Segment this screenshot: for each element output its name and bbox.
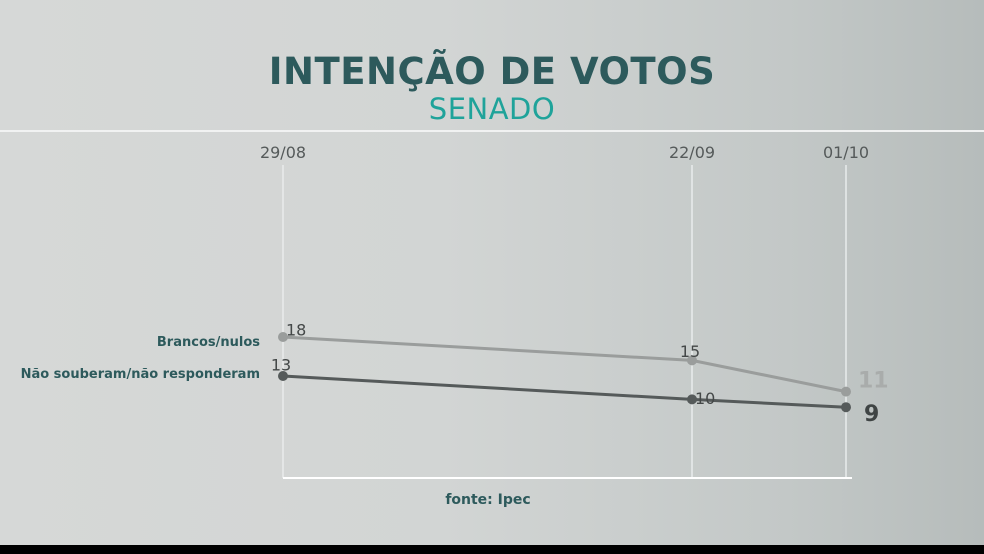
data-point-1-0 [278,371,288,381]
data-label-0-2: 11 [858,369,889,394]
data-label-0-1: 15 [680,342,700,361]
x-tick-label: 01/10 [823,143,869,162]
data-label-1-1: 10 [695,389,715,408]
chart-title: INTENÇÃO DE VOTOS [268,50,716,93]
x-tick-label: 29/08 [260,143,306,162]
series-line-1 [282,374,847,409]
data-point-1-2 [841,402,851,413]
data-point-1-1 [687,394,697,405]
data-label-0-0: 18 [286,321,306,340]
data-label-1-2: 9 [864,402,879,427]
data-point-0-0 [278,332,288,342]
series-line-0 [282,335,847,394]
x-tick-label: 22/09 [669,143,715,162]
title-divider [0,130,984,132]
source-note: fonte: Ipec [445,492,530,508]
data-point-0-1 [687,355,697,366]
chart-subtitle: SENADO [428,92,556,126]
series-name-label: Não souberam/não responderam [21,367,260,382]
series-name-label: Brancos/nulos [157,335,260,350]
data-point-0-2 [841,386,851,397]
data-label-1-0: 13 [271,356,291,375]
bottom-bar [0,545,984,554]
